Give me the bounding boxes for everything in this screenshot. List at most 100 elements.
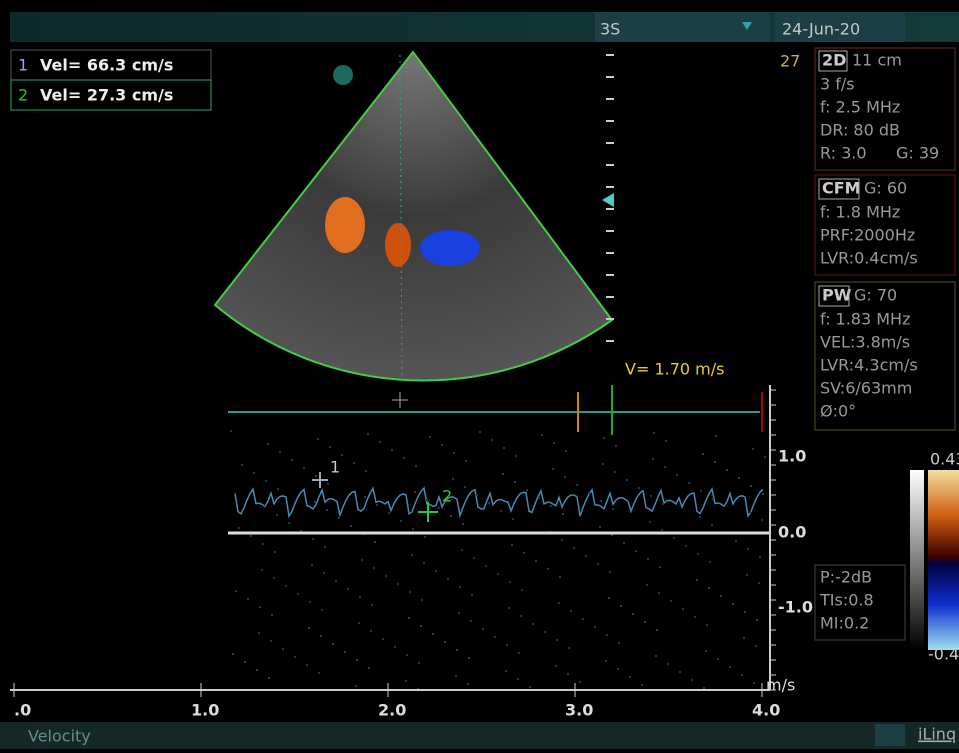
speckle [582,618,584,620]
speckle [644,621,646,623]
speckle [544,631,546,633]
speckle [365,470,367,472]
speckle [482,628,484,630]
speckle [379,441,381,443]
color-bar-top: 0.43 [930,450,959,469]
speckle [358,622,360,624]
speckle [261,569,263,571]
speckle [649,521,651,523]
speckle [441,444,443,446]
speckle [503,447,505,449]
speckle [550,505,552,507]
speckle [288,522,290,524]
speckle [717,658,719,660]
speckle [691,679,693,681]
speckle [638,487,640,489]
speckle [662,503,664,505]
speckle [364,496,366,498]
speckle [308,627,310,629]
speckle [273,577,275,579]
speckle [258,632,260,634]
speckle [762,493,764,495]
speckle [635,550,637,552]
caliper-label: 1 [330,458,340,477]
speckle [456,649,458,651]
speckle [418,662,420,664]
speckle [735,540,737,542]
speckle [565,450,567,452]
orientation-dot [333,65,353,85]
speckle [485,565,487,567]
footer-bar [0,722,959,749]
probe: 3S [600,20,620,39]
speckle [465,460,467,462]
speckle [617,668,619,670]
speckle [471,594,473,596]
speckle [394,646,396,648]
speckle [597,563,599,565]
speckle [608,597,610,599]
x-tick-label: 2.0 [378,701,406,720]
speckle [568,647,570,649]
speckle [238,527,240,529]
speckle [664,466,666,468]
color-flow [325,197,365,253]
y-tick-label: 1.0 [778,447,806,466]
footer-icon[interactable] [875,724,905,746]
speckle [559,576,561,578]
speckle [244,661,246,663]
speckle [347,588,349,590]
speckle [309,601,311,603]
speckle [432,633,434,635]
speckle [406,654,408,656]
speckle [382,638,384,640]
color-flow [385,223,411,267]
speckle [746,574,748,576]
speckle [629,676,631,678]
speckle [632,613,634,615]
panel-line: G: 39 [896,144,939,163]
speckle [641,684,643,686]
speckle [532,623,534,625]
speckle [279,451,281,453]
speckle [738,477,740,479]
panel-head: G: 70 [854,286,897,305]
speckle [732,603,734,605]
panel-line: DR: 80 dB [820,121,900,140]
speckle [450,515,452,517]
speckle [694,616,696,618]
speckle [500,510,502,512]
speckle [341,454,343,456]
measure-index: 2 [18,86,28,105]
speckle [750,485,752,487]
panel-head: G: 60 [864,179,907,198]
panel-line: f: 1.83 MHz [820,310,910,329]
speckle [711,524,713,526]
speckle [511,544,513,546]
speckle [232,653,234,655]
speckle [359,596,361,598]
speckle [659,566,661,568]
speckle [470,620,472,622]
speckle [558,602,560,604]
screen: 3S 24-Jun-20 27 1 Vel= 66.3 cm/s 2 Vel= … [0,0,959,749]
speckle [306,664,308,666]
measure-value: Vel= 27.3 cm/s [40,86,173,105]
speckle [506,644,508,646]
speckle [361,559,363,561]
speckle [658,592,660,594]
speckle [488,502,490,504]
x-tick-label: 3.0 [565,701,593,720]
speckle [656,629,658,631]
speckle [555,665,557,667]
speckle [409,591,411,593]
speckle [646,584,648,586]
speckle [271,614,273,616]
speckle [397,583,399,585]
speckle [553,442,555,444]
speckle [570,610,572,612]
speckle [429,436,431,438]
y-tick-label: 0.0 [778,523,806,542]
speckle [324,546,326,548]
speckle [547,568,549,570]
